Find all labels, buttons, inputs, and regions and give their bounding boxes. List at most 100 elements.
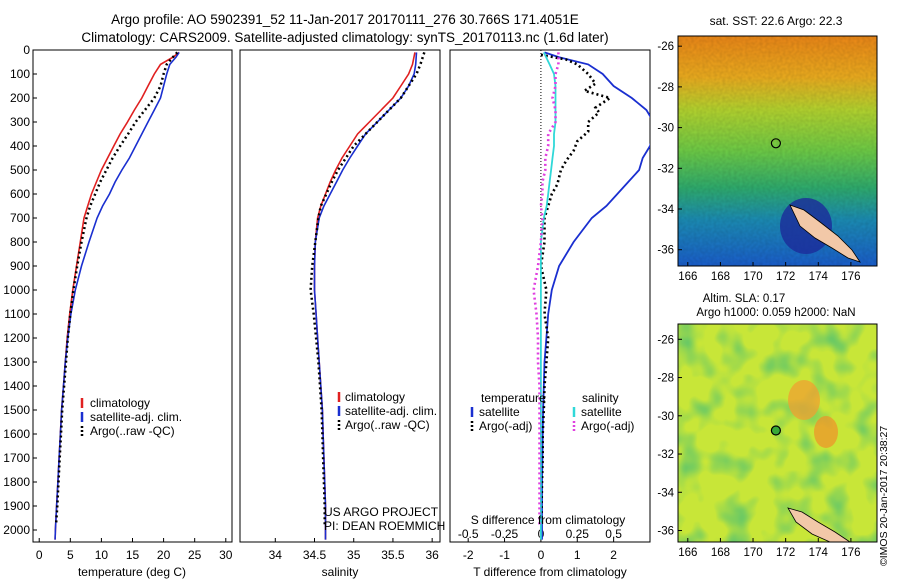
lon-tick-label: 172 (776, 547, 795, 559)
sst-map-title: sat. SST: 22.6 Argo: 22.3 (710, 14, 843, 28)
x-tick-label: 25 (188, 548, 202, 562)
salinity-axis: 34 34.5 35 35.5 36 (269, 538, 439, 562)
legend-label-argo: Argo(..raw -QC) (345, 418, 430, 432)
sla-high-patch (814, 416, 838, 448)
legend-label-satellite: satellite-adj. clim. (90, 410, 182, 424)
series-line-temperature-satellite (541, 51, 650, 540)
sla-title-line-1: Altim. SLA: 0.17 (703, 293, 785, 305)
lat-tick-label: -26 (657, 41, 674, 53)
y-tick-label: 1300 (3, 355, 30, 369)
sst-argo-position-marker (770, 138, 782, 149)
lon-tick-label: 168 (711, 547, 730, 559)
x-tick-label: 5 (67, 548, 74, 562)
lat-tick-label: -32 (657, 163, 674, 175)
title-line-2: Climatology: CARS2009. Satellite-adjuste… (81, 30, 608, 45)
temperature-xlabel: temperature (deg C) (78, 565, 186, 579)
sla-map-panel: Altim. SLA: 0.17 Argo h1000: 0.059 h2000… (657, 293, 878, 559)
sla-title-line-2: Argo h1000: 0.059 h2000: NaN (696, 307, 855, 319)
legend-label-climatology: climatology (345, 390, 405, 404)
legend-title-temperature: temperature (481, 391, 546, 405)
lon-tick-label: 168 (711, 271, 730, 283)
temperature-frame (32, 49, 233, 543)
difference-panel: -2 -1 0 1 2 -0.5 -0.25 0 0.25 0.5 S difference f… (449, 49, 651, 579)
y-tick-label: 700 (10, 211, 30, 225)
sla-lat-axis: -26 -28 -30 -32 -34 -36 (657, 334, 682, 538)
s-difference-label: S difference from climatology (471, 513, 626, 527)
y-tick-label: 2000 (3, 523, 30, 537)
y-tick-label: 1500 (3, 403, 30, 417)
lon-tick-label: 172 (776, 271, 795, 283)
project-line-2: PI: DEAN ROEMMICH (324, 519, 445, 533)
difference-legend: temperature salinity satellite Argo(-adj… (470, 391, 634, 433)
lat-tick-label: -26 (657, 334, 674, 346)
legend-label-t-satellite: satellite (479, 405, 520, 419)
sst-map-panel: sat. SST: 22.6 Argo: 22.3 166 168 170 172 17… (657, 14, 878, 283)
x-tick-label: 34.5 (303, 548, 327, 562)
series-line-climatology (313, 52, 416, 540)
lon-tick-label: 170 (743, 271, 762, 283)
x-tick-label: 35.5 (381, 548, 405, 562)
lat-tick-label: -36 (657, 526, 674, 538)
sst-lon-axis: 166 168 170 172 174 176 (678, 262, 860, 283)
y-tick-label: 0 (23, 43, 30, 57)
series-line-salinity-satellite (540, 52, 557, 540)
y-tick-label: 1200 (3, 331, 30, 345)
legend-label-t-argo: Argo(-adj) (479, 419, 532, 433)
lat-tick-label: -32 (657, 449, 674, 461)
lon-tick-label: 166 (678, 547, 697, 559)
s-tick-label: 0.5 (605, 527, 622, 541)
sst-lat-axis: -26 -28 -30 -32 -34 -36 (657, 41, 682, 257)
x-tick-label: 0 (538, 548, 545, 562)
sla-map-frame (677, 323, 878, 543)
x-tick-label: 34 (269, 548, 283, 562)
lon-tick-label: 176 (841, 271, 860, 283)
imos-credit: ©IMOS 20-Jan-2017 20:38:27 (878, 425, 890, 566)
legend-label-climatology: climatology (90, 396, 150, 410)
y-tick-label: 1000 (3, 283, 30, 297)
salinity-frame (239, 49, 441, 543)
y-tick-label: 1100 (4, 307, 30, 321)
y-tick-label: 1600 (3, 427, 30, 441)
legend-label-s-satellite: satellite (581, 405, 622, 419)
y-tick-label: 100 (10, 67, 30, 81)
lat-tick-label: -30 (657, 123, 674, 135)
lat-tick-label: -28 (657, 82, 674, 94)
lon-tick-label: 170 (743, 547, 762, 559)
y-tick-label: 800 (10, 235, 30, 249)
t-difference-label: T difference from climatology (473, 565, 627, 579)
lon-tick-label: 166 (678, 271, 697, 283)
y-tick-label: 200 (10, 91, 30, 105)
legend-label-s-argo: Argo(-adj) (581, 419, 634, 433)
x-tick-label: 1 (574, 548, 581, 562)
x-tick-label: 10 (95, 548, 109, 562)
x-tick-label: 0 (36, 548, 43, 562)
s-tick-label: -0.5 (458, 527, 479, 541)
y-tick-label: 600 (10, 187, 30, 201)
lat-tick-label: -30 (657, 411, 674, 423)
y-tick-label: 1700 (3, 451, 30, 465)
sla-lon-axis: 166 168 170 172 174 176 (678, 538, 860, 559)
s-difference-axis: -0.5 -0.25 0 0.25 0.5 (458, 527, 622, 541)
y-tick-label: 900 (10, 259, 30, 273)
x-tick-label: 36 (425, 548, 439, 562)
lat-tick-label: -36 (657, 245, 674, 257)
x-tick-label: 20 (157, 548, 171, 562)
lat-tick-label: -34 (657, 487, 674, 499)
difference-frame (449, 49, 651, 543)
y-tick-label: 500 (10, 163, 30, 177)
lat-tick-label: -28 (657, 373, 674, 385)
sst-map-frame (677, 35, 878, 267)
x-tick-label: 15 (126, 548, 140, 562)
salinity-panel: 34 34.5 35 35.5 36 salinity climatology sate… (239, 49, 445, 579)
sst-land-new-zealand (789, 204, 861, 263)
s-tick-label: 0.25 (566, 527, 590, 541)
x-tick-label: 2 (610, 548, 617, 562)
lat-tick-label: -34 (657, 204, 674, 216)
temperature-panel: 0100200300400500600700800900100011001200… (3, 43, 232, 579)
lon-tick-label: 176 (841, 547, 860, 559)
y-tick-label: 1900 (3, 499, 30, 513)
legend-label-satellite: satellite-adj. clim. (345, 404, 437, 418)
series-line-satellite-adj-clim (54, 51, 180, 540)
x-tick-label: -2 (463, 548, 474, 562)
